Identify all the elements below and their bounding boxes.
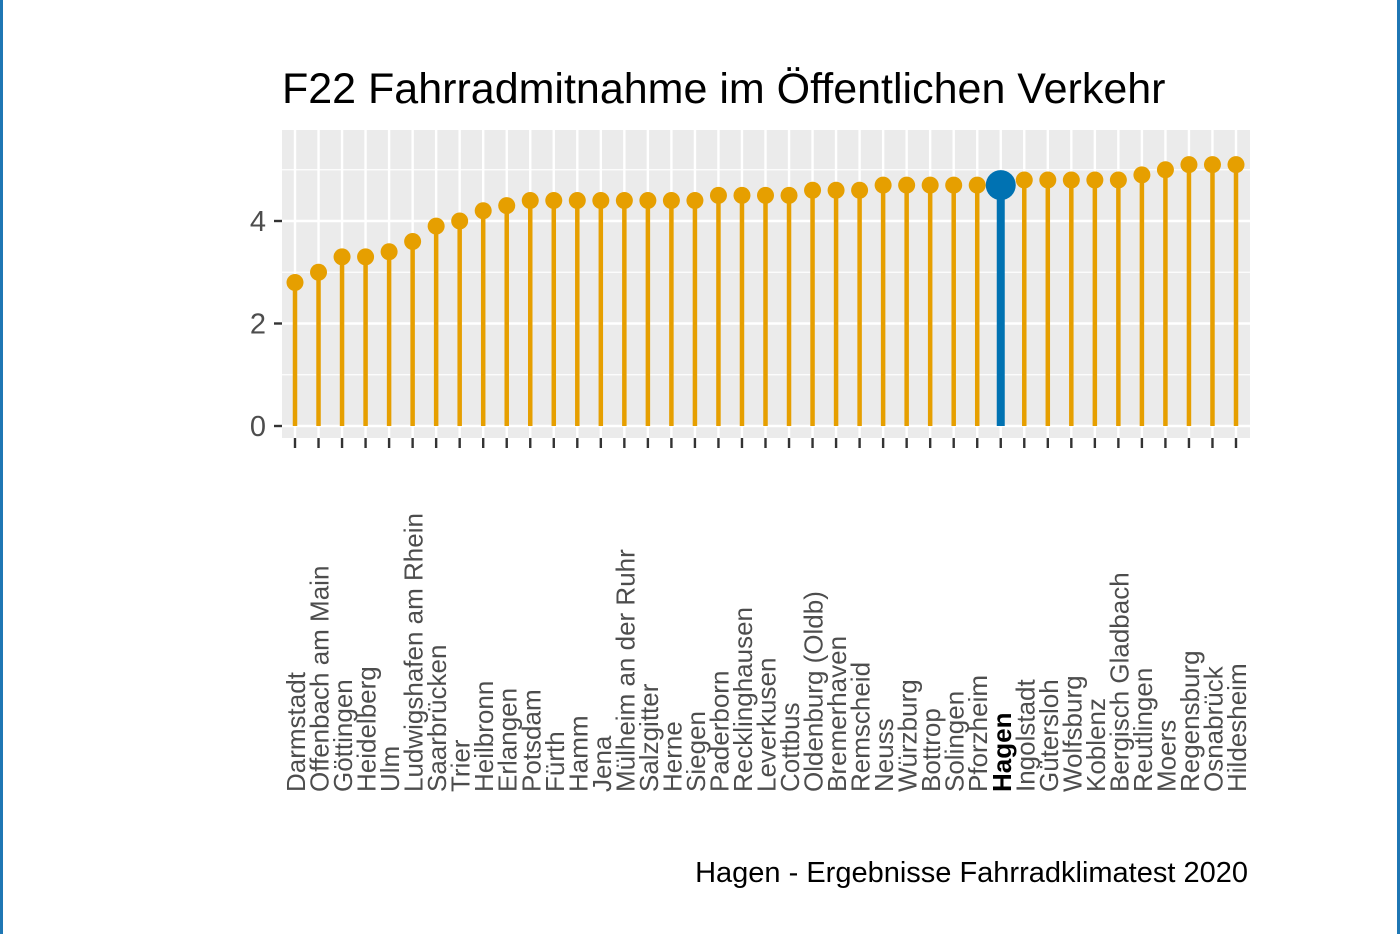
- lollipop-point: [286, 274, 304, 291]
- lollipop-point: [804, 181, 822, 199]
- x-tick-label: Bremerhaven: [822, 636, 852, 792]
- x-tick-label: Paderborn: [704, 671, 734, 792]
- lollipop-point: [1156, 161, 1174, 179]
- x-tick-label: Siegen: [681, 711, 711, 792]
- x-tick-label: Jena: [587, 735, 617, 792]
- lollipop-point: [639, 192, 657, 209]
- lollipop-point: [427, 217, 445, 235]
- lollipop-point: [733, 186, 751, 204]
- x-tick-label: Ludwigshafen am Rhein: [399, 513, 429, 792]
- x-tick-label: Potsdam: [516, 689, 546, 792]
- y-tick-label: 0: [250, 411, 266, 443]
- lollipop-point: [1039, 171, 1057, 189]
- x-tick-label: Recklinghausen: [728, 607, 758, 792]
- x-tick-label: Heidelberg: [352, 666, 382, 792]
- x-tick-label: Offenbach am Main: [305, 566, 335, 792]
- x-tick-label: Oldenburg (Oldb): [799, 591, 829, 792]
- x-tick-label: Ulm: [375, 746, 405, 792]
- lollipop-point: [1180, 156, 1198, 174]
- x-tick-label: Bottrop: [916, 708, 946, 792]
- lollipop-point: [592, 192, 610, 209]
- lollipop-point: [357, 248, 375, 266]
- lollipop-point: [568, 192, 586, 209]
- x-tick-label: Moers: [1151, 720, 1181, 792]
- x-tick-label: Herne: [657, 721, 687, 792]
- x-tick-label: Hagen: [987, 713, 1017, 792]
- lollipop-point: [1062, 171, 1080, 189]
- x-tick-label: Heilbronn: [469, 681, 499, 792]
- lollipop-point: [474, 202, 492, 220]
- lollipop-point: [1086, 171, 1104, 189]
- x-tick-label: Gütersloh: [1034, 679, 1064, 792]
- lollipop-point: [686, 192, 704, 209]
- x-tick-label: Göttingen: [328, 679, 358, 792]
- lollipop-point: [498, 197, 516, 215]
- lollipop-point: [1227, 156, 1245, 174]
- lollipop-point: [1109, 171, 1127, 189]
- window-border-left: [0, 0, 3, 934]
- lollipop-point: [310, 263, 328, 281]
- lollipop-point: [968, 176, 986, 194]
- lollipop-point: [521, 192, 539, 209]
- lollipop-point: [874, 176, 892, 194]
- x-tick-label: Erlangen: [493, 688, 523, 792]
- lollipop-point: [921, 176, 939, 194]
- lollipop-point: [662, 192, 680, 209]
- lollipop-point: [1015, 171, 1033, 189]
- x-tick-label: Bergisch Gladbach: [1104, 572, 1134, 792]
- lollipop-point: [1203, 156, 1221, 174]
- x-tick-label: Mülheim an der Ruhr: [610, 549, 640, 792]
- lollipop-point: [1133, 166, 1151, 184]
- x-tick-label: Solingen: [940, 691, 970, 792]
- lollipop-point: [615, 192, 633, 209]
- x-tick-label: Leverkusen: [752, 658, 782, 792]
- lollipop-point: [827, 181, 845, 199]
- x-tick-label: Ingolstadt: [1010, 678, 1040, 792]
- lollipop-point: [709, 186, 727, 204]
- x-tick-label: Wolfsburg: [1057, 675, 1087, 792]
- x-tick-label: Remscheid: [846, 662, 876, 792]
- x-tick-label: Saarbrücken: [422, 645, 452, 792]
- x-tick-label: Cottbus: [775, 702, 805, 792]
- chart-title: F22 Fahrradmitnahme im Öffentlichen Verk…: [282, 65, 1166, 113]
- y-tick-label: 4: [250, 206, 266, 238]
- lollipop-point: [404, 233, 422, 250]
- chart-caption: Hagen - Ergebnisse Fahrradklimatest 2020: [695, 857, 1248, 889]
- x-tick-label: Salzgitter: [634, 683, 664, 792]
- lollipop-point: [545, 192, 563, 209]
- lollipop-point: [945, 176, 963, 194]
- x-tick-label: Neuss: [869, 718, 899, 792]
- x-tick-label: Würzburg: [893, 679, 923, 792]
- x-tick-label: Darmstadt: [281, 671, 311, 792]
- lollipop-point: [780, 186, 798, 204]
- x-tick-label: Hamm: [563, 715, 593, 792]
- x-tick-label: Osnabrück: [1198, 665, 1228, 792]
- x-tick-label: Reutlingen: [1128, 668, 1158, 792]
- lollipop-point: [333, 248, 351, 266]
- x-tick-label: Koblenz: [1081, 698, 1111, 792]
- x-tick-label: Hildesheim: [1222, 663, 1252, 792]
- lollipop-point: [898, 176, 916, 194]
- y-tick-label: 2: [250, 309, 266, 341]
- lollipop-point: [451, 212, 469, 230]
- x-tick-label: Pforzheim: [963, 675, 993, 792]
- x-tick-label: Regensburg: [1175, 650, 1205, 792]
- lollipop-point: [757, 186, 774, 204]
- lollipop-point-highlight: [985, 170, 1016, 201]
- x-tick-label: Trier: [446, 739, 476, 792]
- window-border-right: [1397, 0, 1400, 934]
- x-tick-label: Fürth: [540, 731, 570, 792]
- lollipop-point: [851, 181, 869, 199]
- lollipop-point: [380, 243, 398, 261]
